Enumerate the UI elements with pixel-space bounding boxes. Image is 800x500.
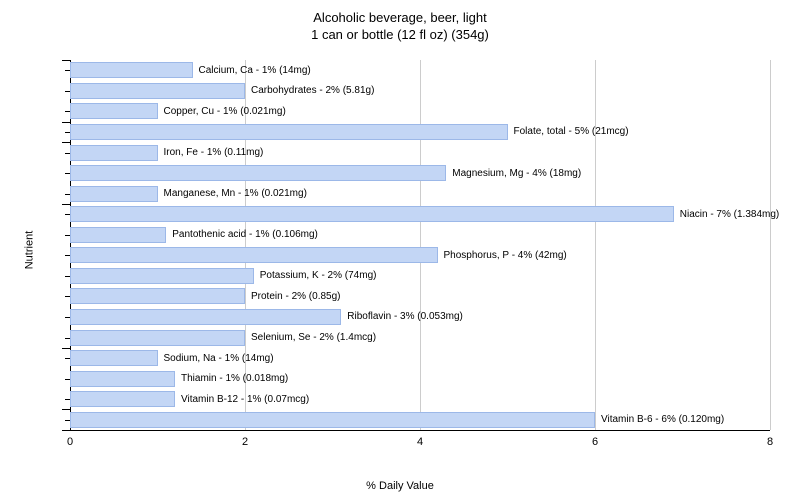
bar-row: Niacin - 7% (1.384mg) (70, 206, 779, 222)
y-axis-label: Nutrient (23, 231, 35, 270)
bar-label: Selenium, Se - 2% (1.4mcg) (251, 332, 376, 343)
bar (70, 309, 341, 325)
y-group-tick (62, 348, 70, 349)
gridline (770, 60, 771, 430)
bar-label: Protein - 2% (0.85g) (251, 291, 341, 302)
gridline (420, 60, 421, 430)
bar-row: Thiamin - 1% (0.018mg) (70, 371, 288, 387)
bar-label: Riboflavin - 3% (0.053mg) (347, 311, 463, 322)
y-group-tick (62, 430, 70, 431)
x-tick-label: 6 (592, 436, 598, 448)
bar (70, 371, 175, 387)
y-group-tick (62, 60, 70, 61)
bar-label: Sodium, Na - 1% (14mg) (164, 353, 274, 364)
bar-label: Vitamin B-12 - 1% (0.07mcg) (181, 394, 309, 405)
bar-label: Iron, Fe - 1% (0.11mg) (164, 147, 264, 158)
y-group-tick (62, 142, 70, 143)
bar (70, 165, 446, 181)
bar-row: Sodium, Na - 1% (14mg) (70, 350, 274, 366)
y-tick (65, 111, 70, 112)
x-tick-label: 8 (767, 436, 773, 448)
bar-row: Phosphorus, P - 4% (42mg) (70, 247, 567, 263)
y-tick (65, 276, 70, 277)
bar-row: Folate, total - 5% (21mcg) (70, 124, 629, 140)
bar (70, 145, 158, 161)
bar-label: Pantothenic acid - 1% (0.106mg) (172, 229, 318, 240)
bar (70, 330, 245, 346)
bar-label: Manganese, Mn - 1% (0.021mg) (164, 188, 307, 199)
y-tick (65, 91, 70, 92)
chart-title: Alcoholic beverage, beer, light 1 can or… (0, 0, 800, 44)
y-tick (65, 358, 70, 359)
bar-row: Carbohydrates - 2% (5.81g) (70, 83, 374, 99)
bar (70, 391, 175, 407)
x-tick-label: 2 (242, 436, 248, 448)
bar-label: Vitamin B-6 - 6% (0.120mg) (601, 414, 724, 425)
bar (70, 350, 158, 366)
bar-label: Niacin - 7% (1.384mg) (680, 209, 779, 220)
bar-label: Folate, total - 5% (21mcg) (514, 126, 629, 137)
bar-row: Pantothenic acid - 1% (0.106mg) (70, 227, 318, 243)
bar-row: Protein - 2% (0.85g) (70, 288, 341, 304)
y-group-tick (62, 409, 70, 410)
bar (70, 83, 245, 99)
y-tick (65, 194, 70, 195)
x-axis-label: % Daily Value (366, 480, 434, 492)
bar-label: Phosphorus, P - 4% (42mg) (444, 250, 567, 261)
bar-row: Vitamin B-12 - 1% (0.07mcg) (70, 391, 309, 407)
bar (70, 206, 674, 222)
bar (70, 268, 254, 284)
x-tick-label: 4 (417, 436, 423, 448)
bar-label: Magnesium, Mg - 4% (18mg) (452, 168, 581, 179)
title-line1: Alcoholic beverage, beer, light (0, 10, 800, 27)
y-tick (65, 214, 70, 215)
bar-row: Iron, Fe - 1% (0.11mg) (70, 145, 263, 161)
y-group-tick (62, 122, 70, 123)
bar-label: Calcium, Ca - 1% (14mg) (199, 65, 311, 76)
bar-row: Riboflavin - 3% (0.053mg) (70, 309, 463, 325)
chart-container: Alcoholic beverage, beer, light 1 can or… (0, 0, 800, 500)
bar-row: Calcium, Ca - 1% (14mg) (70, 62, 311, 78)
y-tick (65, 420, 70, 421)
bar (70, 124, 508, 140)
bar-row: Manganese, Mn - 1% (0.021mg) (70, 186, 307, 202)
y-tick (65, 296, 70, 297)
bar (70, 227, 166, 243)
y-tick (65, 317, 70, 318)
y-tick (65, 70, 70, 71)
y-tick (65, 379, 70, 380)
bar (70, 62, 193, 78)
gridline (595, 60, 596, 430)
bar-row: Magnesium, Mg - 4% (18mg) (70, 165, 581, 181)
bar-label: Copper, Cu - 1% (0.021mg) (164, 106, 286, 117)
bar-row: Potassium, K - 2% (74mg) (70, 268, 376, 284)
bar-label: Potassium, K - 2% (74mg) (260, 270, 377, 281)
y-tick (65, 399, 70, 400)
bar (70, 247, 438, 263)
y-tick (65, 255, 70, 256)
bar-label: Thiamin - 1% (0.018mg) (181, 373, 288, 384)
bar (70, 288, 245, 304)
y-tick (65, 338, 70, 339)
y-group-tick (62, 204, 70, 205)
x-tick-label: 0 (67, 436, 73, 448)
y-tick (65, 235, 70, 236)
x-axis-line (70, 430, 770, 431)
y-tick (65, 132, 70, 133)
bar-label: Carbohydrates - 2% (5.81g) (251, 85, 374, 96)
title-line2: 1 can or bottle (12 fl oz) (354g) (0, 27, 800, 44)
bar (70, 103, 158, 119)
bar (70, 186, 158, 202)
bar-row: Copper, Cu - 1% (0.021mg) (70, 103, 286, 119)
y-tick (65, 153, 70, 154)
bar-row: Selenium, Se - 2% (1.4mcg) (70, 330, 376, 346)
bar (70, 412, 595, 428)
y-tick (65, 173, 70, 174)
bar-row: Vitamin B-6 - 6% (0.120mg) (70, 412, 724, 428)
plot-area: 0 2 4 6 8 Calcium, Ca - 1% (14mg) Carbohydrate… (70, 60, 770, 450)
